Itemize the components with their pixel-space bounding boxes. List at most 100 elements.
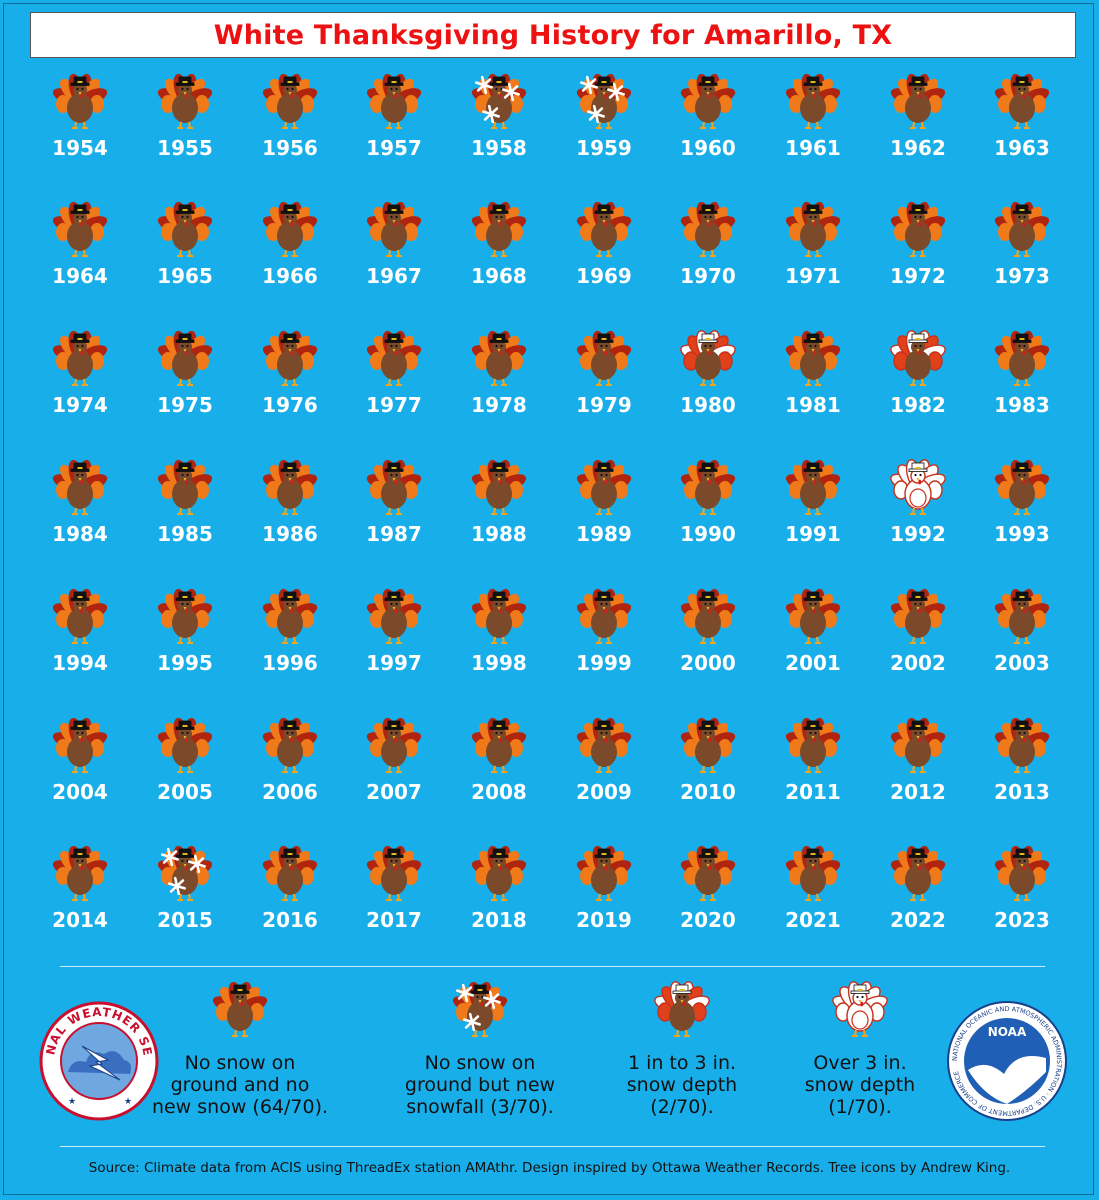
- year-cell-2004: 2004: [30, 716, 130, 836]
- turkey-icon-none: [994, 459, 1050, 515]
- turkey-icon-none: [576, 330, 632, 386]
- turkey-icon-none: [52, 717, 108, 773]
- year-label: 2008: [471, 780, 527, 804]
- year-cell-2013: 2013: [972, 716, 1072, 836]
- year-cell-2010: 2010: [658, 716, 758, 836]
- turkey-icon-none: [680, 845, 736, 901]
- year-cell-2021: 2021: [763, 844, 863, 964]
- turkey-icon-none: [157, 201, 213, 257]
- year-label: 2023: [994, 908, 1050, 932]
- year-label: 1958: [471, 136, 527, 160]
- turkey-icon-none: [262, 845, 318, 901]
- year-cell-1959: 1959: [554, 72, 654, 192]
- turkey-icon-none: [576, 717, 632, 773]
- turkey-icon-none: [785, 459, 841, 515]
- year-cell-1966: 1966: [240, 200, 340, 320]
- year-cell-2003: 2003: [972, 587, 1072, 707]
- year-label: 1985: [157, 522, 213, 546]
- year-cell-1996: 1996: [240, 587, 340, 707]
- year-cell-1979: 1979: [554, 329, 654, 449]
- turkey-icon-none: [785, 73, 841, 129]
- turkey-icon-depth_1_3: [890, 330, 946, 386]
- noaa-logo-text: NOAA: [988, 1025, 1027, 1039]
- turkey-icon-none: [994, 845, 1050, 901]
- year-label: 1961: [785, 136, 841, 160]
- year-label: 1976: [262, 393, 318, 417]
- year-label: 1979: [576, 393, 632, 417]
- turkey-icon-none: [52, 459, 108, 515]
- year-cell-2007: 2007: [344, 716, 444, 836]
- year-label: 1997: [366, 651, 422, 675]
- turkey-icon-new_snow: [471, 73, 527, 129]
- year-cell-2000: 2000: [658, 587, 758, 707]
- year-cell-1999: 1999: [554, 587, 654, 707]
- legend-turkey-icon-depth_over_3: [832, 981, 888, 1037]
- legend-item-depth_over_3: Over 3 in. snow depth (1/70).: [760, 980, 960, 1118]
- year-label: 1966: [262, 264, 318, 288]
- year-cell-2002: 2002: [868, 587, 968, 707]
- turkey-icon-none: [366, 717, 422, 773]
- turkey-icon-none: [785, 717, 841, 773]
- divider-top: [60, 966, 1045, 967]
- year-label: 2011: [785, 780, 841, 804]
- turkey-icon-none: [471, 459, 527, 515]
- turkey-icon-none: [994, 201, 1050, 257]
- year-label: 2009: [576, 780, 632, 804]
- year-cell-2014: 2014: [30, 844, 130, 964]
- year-label: 2003: [994, 651, 1050, 675]
- year-grid: 1954 1955 1956 1957 1958 1959 1960 1961 1962 1963…: [30, 72, 1072, 932]
- year-label: 1975: [157, 393, 213, 417]
- year-label: 1999: [576, 651, 632, 675]
- turkey-icon-none: [157, 459, 213, 515]
- turkey-icon-none: [52, 845, 108, 901]
- turkey-icon-none: [890, 717, 946, 773]
- year-cell-1990: 1990: [658, 458, 758, 578]
- turkey-icon-none: [52, 330, 108, 386]
- turkey-icon-none: [994, 73, 1050, 129]
- turkey-icon-none: [890, 588, 946, 644]
- turkey-icon-none: [157, 73, 213, 129]
- year-cell-1984: 1984: [30, 458, 130, 578]
- year-label: 2000: [680, 651, 736, 675]
- year-cell-2006: 2006: [240, 716, 340, 836]
- turkey-icon-none: [262, 717, 318, 773]
- year-cell-1956: 1956: [240, 72, 340, 192]
- turkey-icon-none: [262, 330, 318, 386]
- year-cell-2023: 2023: [972, 844, 1072, 964]
- year-cell-1962: 1962: [868, 72, 968, 192]
- year-label: 1990: [680, 522, 736, 546]
- year-cell-1981: 1981: [763, 329, 863, 449]
- turkey-icon-none: [157, 330, 213, 386]
- legend-turkey-icon-none: [212, 981, 268, 1037]
- turkey-icon-none: [890, 845, 946, 901]
- year-cell-2019: 2019: [554, 844, 654, 964]
- year-cell-1957: 1957: [344, 72, 444, 192]
- turkey-icon-none: [785, 588, 841, 644]
- year-label: 1982: [890, 393, 946, 417]
- year-label: 1962: [890, 136, 946, 160]
- year-label: 1973: [994, 264, 1050, 288]
- year-cell-1967: 1967: [344, 200, 444, 320]
- year-cell-1998: 1998: [449, 587, 549, 707]
- noaa-logo: NOAA NATIONAL OCEANIC AND ATMOSPHERIC AD…: [947, 1001, 1067, 1121]
- year-cell-1955: 1955: [135, 72, 235, 192]
- turkey-icon-none: [52, 588, 108, 644]
- year-label: 1964: [52, 264, 108, 288]
- year-label: 1978: [471, 393, 527, 417]
- legend-label: No snow on ground and no new snow (64/70…: [151, 1052, 329, 1118]
- year-cell-1963: 1963: [972, 72, 1072, 192]
- turkey-icon-none: [52, 73, 108, 129]
- year-label: 1965: [157, 264, 213, 288]
- year-label: 1967: [366, 264, 422, 288]
- year-cell-2016: 2016: [240, 844, 340, 964]
- year-label: 2020: [680, 908, 736, 932]
- year-cell-2012: 2012: [868, 716, 968, 836]
- year-cell-1988: 1988: [449, 458, 549, 578]
- title-box: White Thanksgiving History for Amarillo,…: [30, 12, 1076, 58]
- legend-turkey-icon-new_snow: [452, 981, 508, 1037]
- year-cell-1976: 1976: [240, 329, 340, 449]
- year-cell-1960: 1960: [658, 72, 758, 192]
- turkey-icon-none: [785, 845, 841, 901]
- year-cell-1961: 1961: [763, 72, 863, 192]
- year-cell-1969: 1969: [554, 200, 654, 320]
